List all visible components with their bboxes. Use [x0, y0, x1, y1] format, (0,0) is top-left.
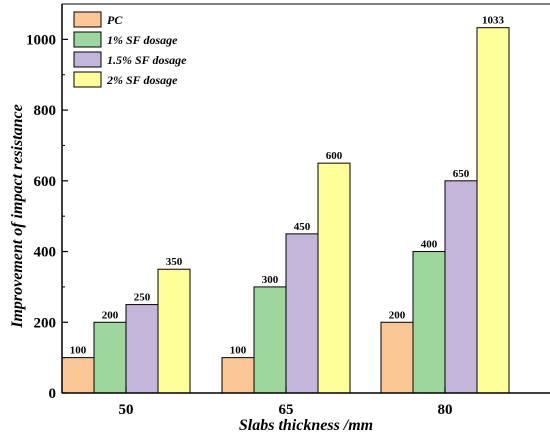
data-label-50-series-4: 350: [166, 256, 183, 268]
bar-50-series-4: [157, 268, 191, 394]
bar-80-series-1: [380, 321, 414, 394]
y-axis-title: Improvement of impact resistance: [9, 104, 26, 329]
data-label-50-series-1: 100: [70, 345, 87, 357]
y-tick-label-400: 400: [34, 245, 57, 261]
x-tick-label-65: 65: [279, 402, 294, 418]
x-axis-title: Slabs thickness /mm: [239, 417, 373, 434]
bar-50-series-2: [93, 321, 127, 394]
bar-50-series-1: [61, 357, 95, 394]
data-label-65-series-1: 100: [230, 345, 247, 357]
bar-80-series-4: [476, 27, 510, 394]
legend-label-1: PC: [107, 13, 123, 27]
ticks-layer: 0 200 400 600 800 1000 50 65 80: [26, 32, 453, 418]
y-tick-label-0: 0: [49, 386, 57, 402]
y-tick-label-600: 600: [34, 174, 57, 190]
data-label-80-series-4: 1033: [482, 15, 505, 27]
bar-65-series-4: [317, 162, 351, 394]
legend-label-4: 2% SF dosage: [106, 73, 178, 87]
bars-layer: [61, 27, 510, 394]
data-label-65-series-3: 450: [294, 221, 311, 233]
bar-65-series-2: [253, 286, 287, 394]
legend-swatch-2: [73, 31, 102, 48]
x-tick-label-50: 50: [119, 402, 134, 418]
data-label-50-series-2: 200: [102, 309, 119, 321]
bar-65-series-3: [285, 233, 319, 394]
bar-65-series-1: [221, 357, 255, 394]
y-tick-label-800: 800: [34, 103, 57, 119]
data-label-65-series-4: 600: [326, 150, 343, 162]
legend-label-3: 1.5% SF dosage: [107, 53, 187, 67]
y-tick-label-200: 200: [34, 315, 57, 331]
legend-swatch-1: [73, 11, 102, 28]
y-tick-label-1000: 1000: [26, 32, 56, 48]
legend-label-2: 1% SF dosage: [107, 33, 178, 47]
legend: PC 1% SF dosage 1.5% SF dosage 2% SF dosage: [73, 11, 187, 88]
data-labels-layer: 100 100 200 200 300 400 250 450 650 350 600 1033: [70, 15, 505, 357]
data-label-80-series-2: 400: [421, 239, 438, 251]
legend-swatch-3: [73, 51, 102, 68]
data-label-50-series-3: 250: [134, 292, 151, 304]
bar-80-series-2: [412, 251, 446, 394]
bar-50-series-3: [125, 304, 159, 394]
data-label-80-series-1: 200: [389, 309, 406, 321]
x-tick-label-80: 80: [438, 402, 453, 418]
data-label-65-series-2: 300: [262, 274, 279, 286]
data-label-80-series-3: 650: [453, 168, 470, 180]
axes-layer: [61, 3, 550, 394]
bar-80-series-3: [444, 180, 478, 394]
legend-swatch-4: [73, 71, 102, 88]
